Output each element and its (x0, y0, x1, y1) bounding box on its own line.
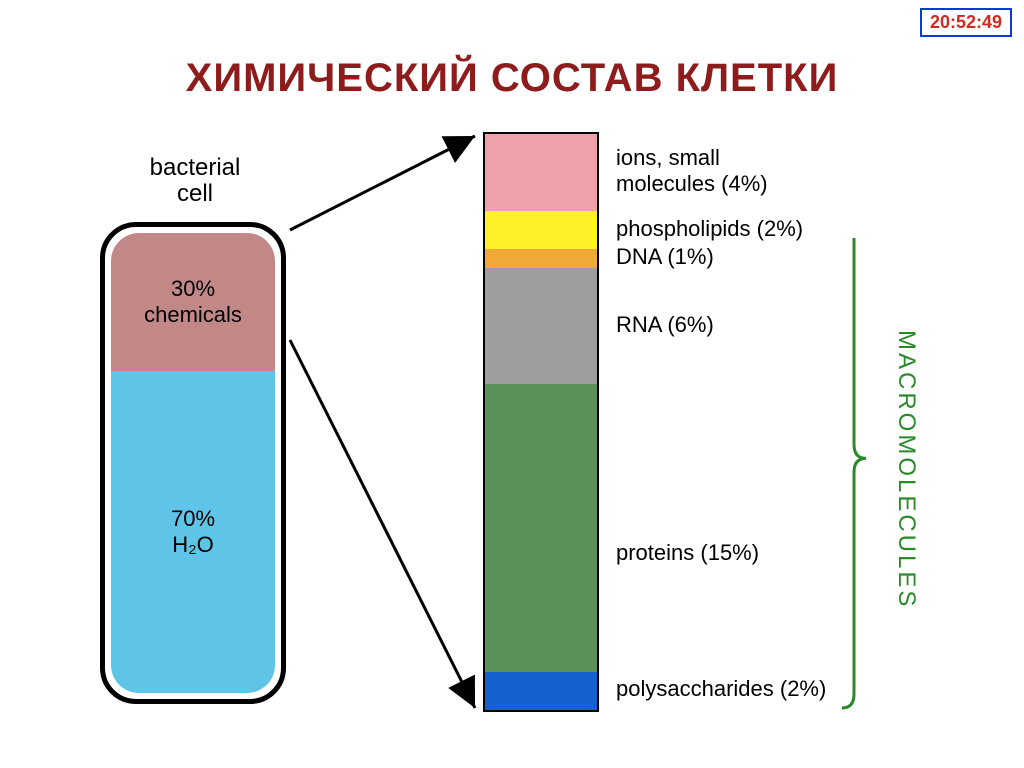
composition-stacked-bar (483, 132, 599, 712)
page-title: ХИМИЧЕСКИЙ СОСТАВ КЛЕТКИ ХИМИЧЕСКИЙ СОСТ… (0, 56, 1024, 101)
arrow-top (290, 136, 475, 230)
segment-label-rna: RNA (6%) (616, 312, 714, 337)
macromolecules-text: MACROMOLECULES (893, 330, 920, 609)
segment-dna (485, 249, 597, 269)
timestamp-box: 20:52:49 (920, 8, 1012, 37)
title-text: ХИМИЧЕСКИЙ СОСТАВ КЛЕТКИ (186, 56, 839, 100)
segment-phos (485, 211, 597, 250)
macromolecules-label: MACROMOLECULES (892, 330, 920, 609)
segment-label-ions: ions, smallmolecules (4%) (616, 145, 768, 196)
timestamp-text: 20:52:49 (930, 12, 1002, 32)
segment-prot (485, 384, 597, 673)
water-section: 70%H₂O (111, 371, 275, 693)
water-text: 70%H₂O (171, 506, 215, 559)
macromolecules-bracket (840, 238, 880, 718)
segment-poly (485, 672, 597, 710)
segment-label-prot: proteins (15%) (616, 540, 759, 565)
chemicals-text: 30%chemicals (144, 276, 242, 329)
arrow-bottom (290, 340, 475, 708)
bacterial-cell-label-text: bacterialcell (150, 154, 241, 207)
segment-label-poly: polysaccharides (2%) (616, 676, 826, 701)
segment-ions (485, 134, 597, 212)
bacterial-cell-inner: 30%chemicals 70%H₂O (111, 233, 275, 693)
segment-rna (485, 268, 597, 384)
bacterial-cell-diagram: 30%chemicals 70%H₂O (100, 222, 286, 704)
chemicals-section: 30%chemicals (111, 233, 275, 371)
segment-label-phos: phospholipids (2%) (616, 216, 803, 241)
segment-label-dna: DNA (1%) (616, 244, 714, 269)
bacterial-cell-label: bacterialcell (120, 155, 270, 208)
expansion-arrows (270, 120, 500, 730)
